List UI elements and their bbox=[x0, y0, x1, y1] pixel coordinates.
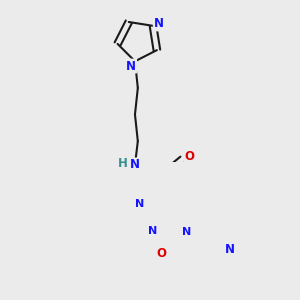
Text: N: N bbox=[135, 199, 145, 209]
Text: N: N bbox=[224, 243, 235, 256]
Text: H: H bbox=[118, 158, 128, 170]
Text: O: O bbox=[157, 247, 166, 260]
Text: N: N bbox=[130, 158, 140, 171]
Text: O: O bbox=[184, 150, 194, 163]
Text: N: N bbox=[148, 226, 157, 236]
Text: N: N bbox=[182, 227, 191, 237]
Text: N: N bbox=[126, 59, 136, 73]
Text: N: N bbox=[154, 17, 164, 30]
